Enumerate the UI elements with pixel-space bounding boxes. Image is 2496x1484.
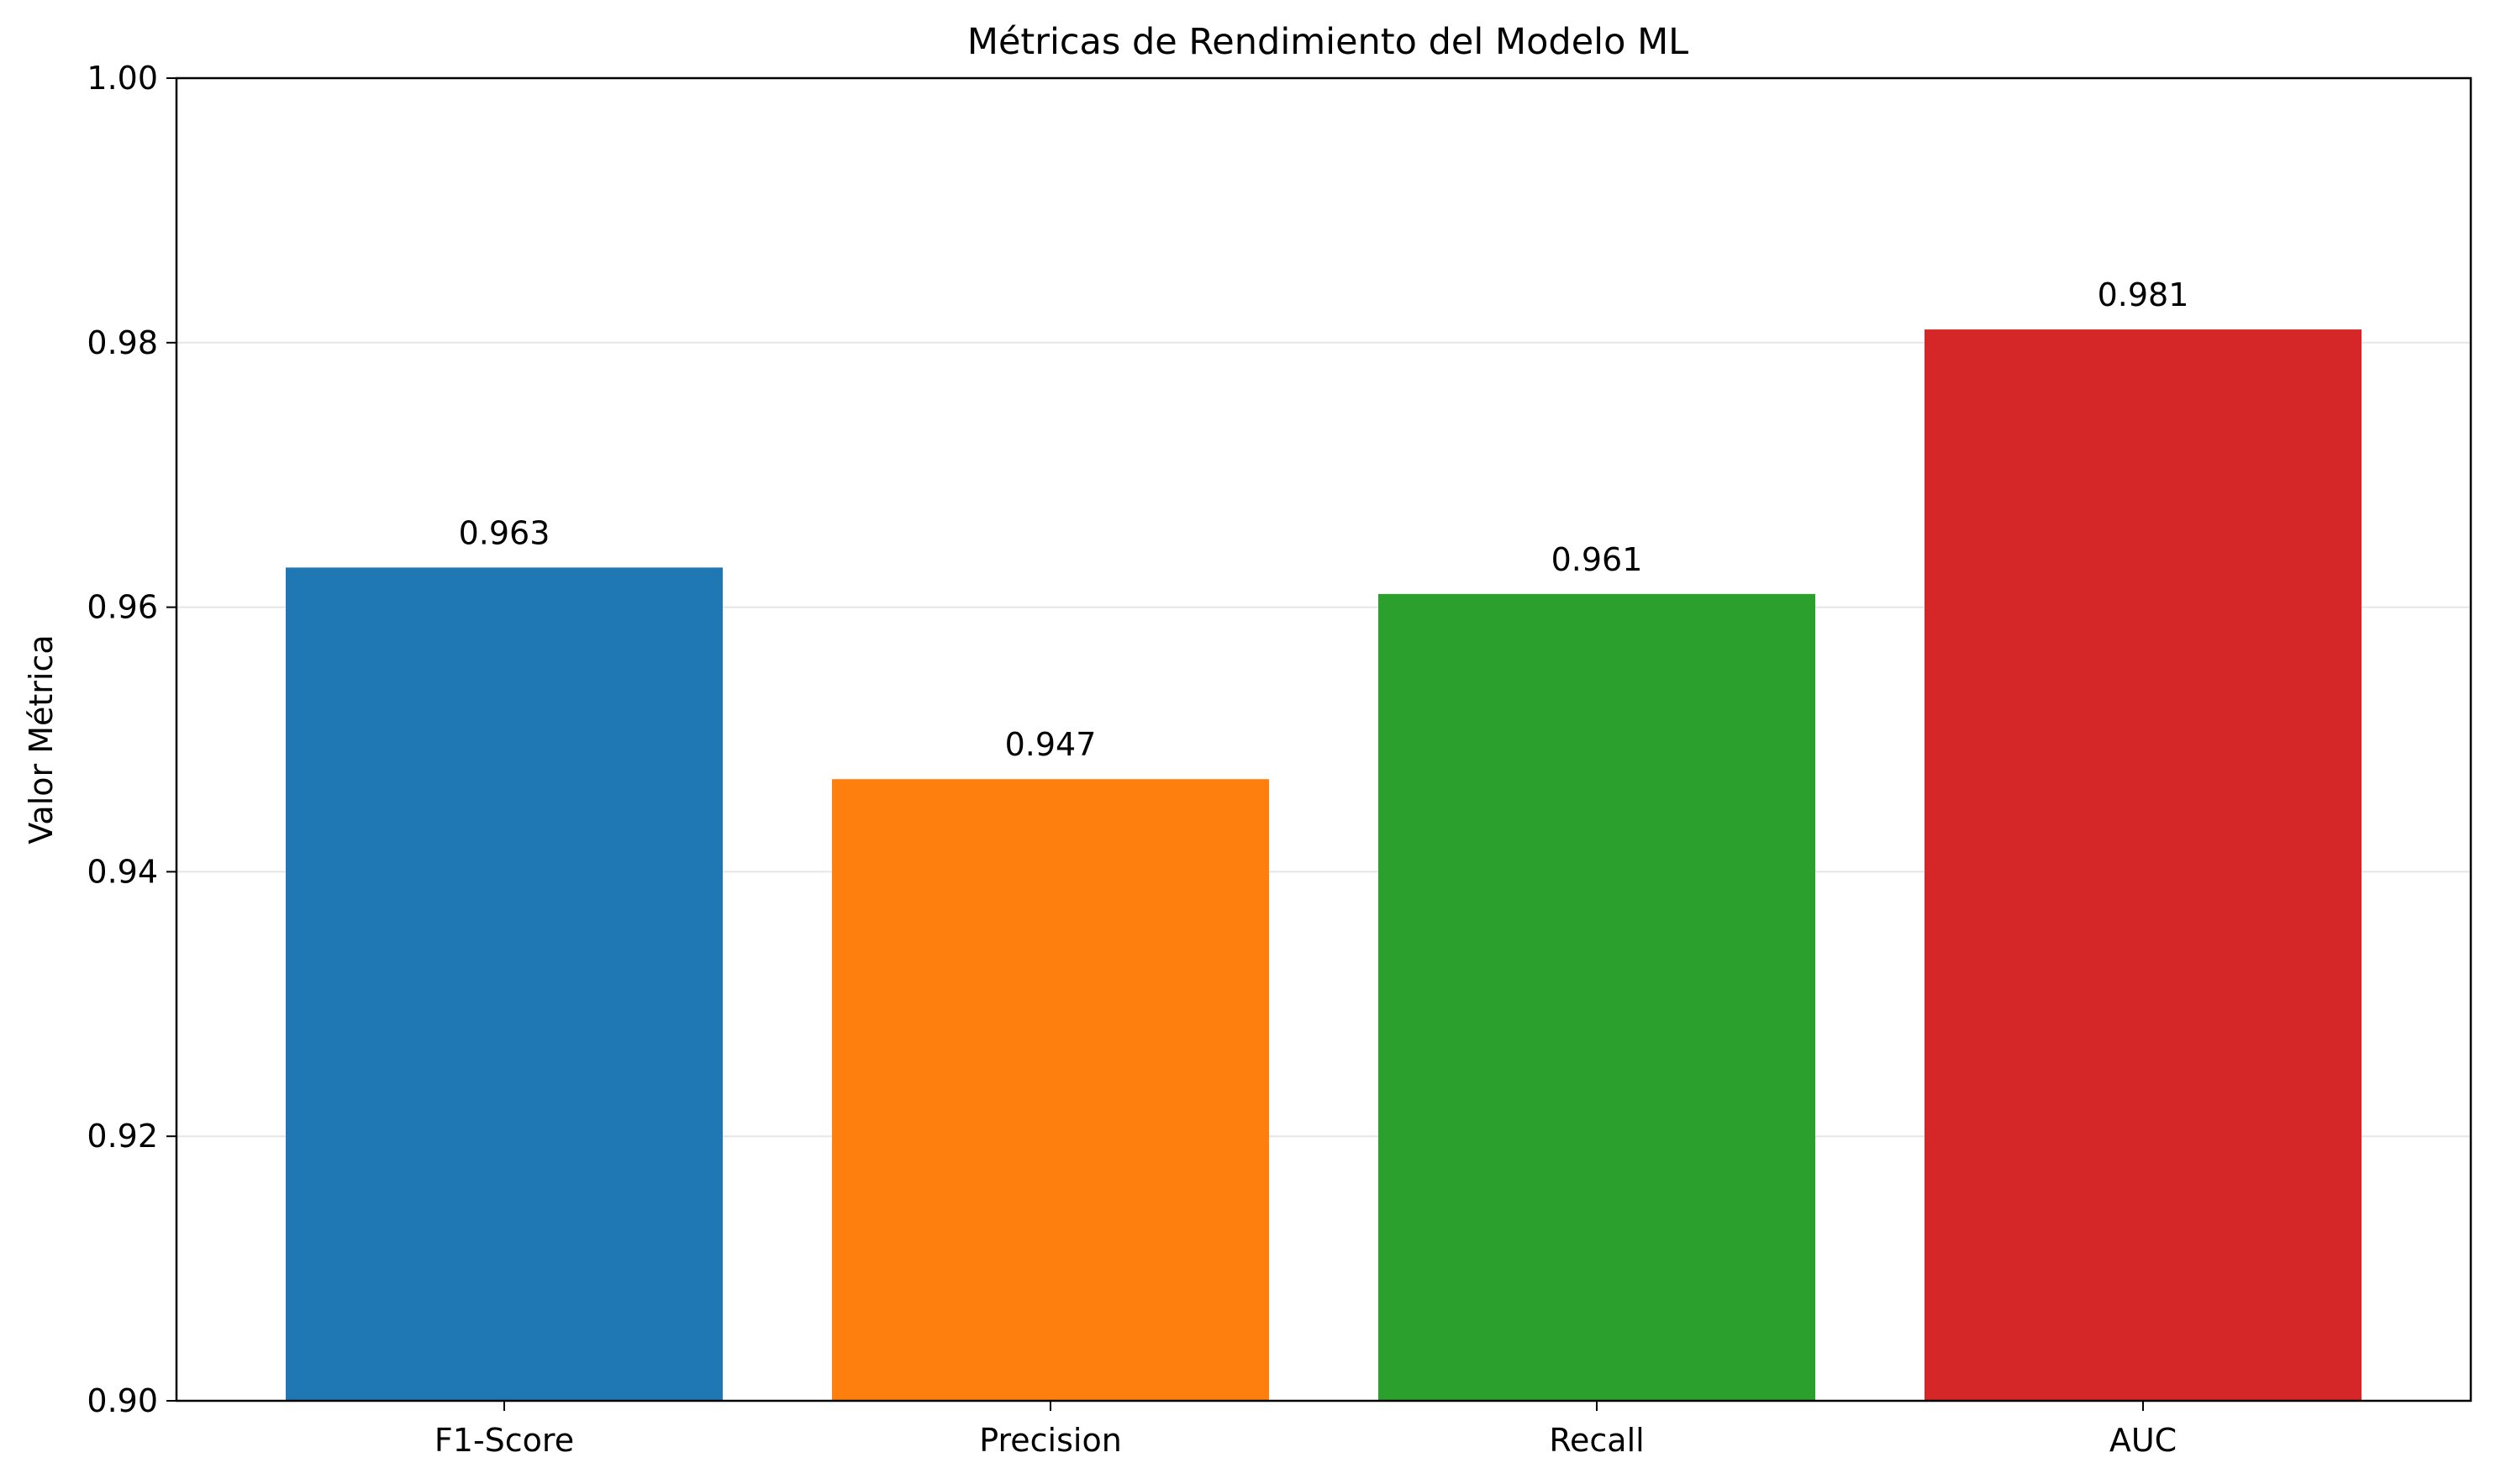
y-axis-label: Valor Métrica: [23, 634, 60, 844]
bar-precision: [832, 779, 1269, 1401]
bar-value-label: 0.947: [1005, 726, 1097, 763]
bar-auc: [1925, 329, 2362, 1401]
data-labels: 0.963 0.947 0.961 0.981: [459, 276, 2189, 763]
plot-frame: [175, 76, 2472, 1402]
y-tick-label: 0.94: [87, 853, 158, 890]
x-tick-label: Recall: [1549, 1422, 1644, 1459]
y-tick-label: 0.98: [87, 324, 158, 361]
y-tick-label: 0.92: [87, 1118, 158, 1155]
x-tick-label: Precision: [979, 1422, 1122, 1459]
bars: [286, 329, 2362, 1401]
y-axis: 0.90 0.92 0.94 0.96 0.98 1.00: [87, 60, 176, 1419]
bar-value-label: 0.963: [459, 514, 550, 551]
x-axis: F1-Score Precision Recall AUC: [434, 1401, 2177, 1459]
y-tick-label: 0.90: [87, 1382, 158, 1419]
x-tick-label: AUC: [2109, 1422, 2177, 1459]
bar-f1-score: [286, 567, 723, 1401]
bar-value-label: 0.981: [2098, 276, 2189, 313]
y-tick-label: 1.00: [87, 60, 158, 97]
x-tick-label: F1-Score: [434, 1422, 574, 1459]
chart-title: Métricas de Rendimiento del Modelo ML: [967, 21, 1688, 63]
bar-recall: [1378, 593, 1815, 1401]
y-tick-label: 0.96: [87, 589, 158, 626]
bar-value-label: 0.961: [1551, 541, 1643, 578]
